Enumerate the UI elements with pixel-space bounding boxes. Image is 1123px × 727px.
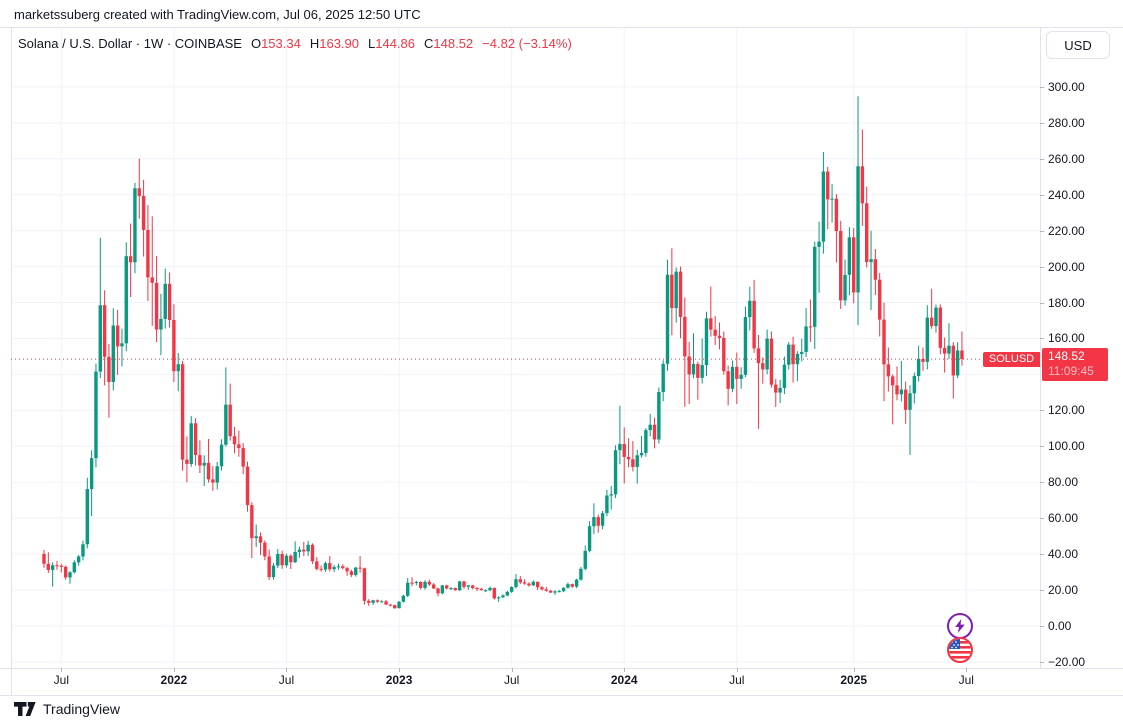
price-axis-label: 280.00	[1048, 115, 1085, 130]
lightning-event-icon[interactable]	[947, 613, 973, 639]
time-scale-border	[0, 668, 1123, 669]
time-axis-label: Jul	[53, 673, 69, 687]
attribution-text: marketssuberg created with TradingView.c…	[14, 7, 421, 22]
time-axis-label: 2022	[160, 673, 188, 687]
price-scale[interactable]: 300.00 280.00 260.00 240.00 220.00 200.00 180.…	[1040, 27, 1123, 669]
widget-bottom-border	[0, 695, 1123, 696]
price-axis-label: −20.00	[1048, 654, 1086, 669]
price-axis-tick	[1040, 518, 1044, 520]
time-axis-label: 2024	[610, 673, 638, 687]
price-axis-tick	[1040, 194, 1044, 196]
price-axis-tick	[1040, 482, 1044, 484]
price-axis-label: 240.00	[1048, 187, 1085, 202]
time-axis-tick	[853, 668, 855, 672]
price-axis-tick	[1040, 410, 1044, 412]
price-axis-tick	[1040, 266, 1044, 268]
price-axis-label: 120.00	[1048, 403, 1085, 418]
price-axis-tick	[1040, 446, 1044, 448]
time-axis-tick	[736, 668, 738, 672]
ohlc-high: H163.90	[309, 36, 359, 51]
price-axis-label: 60.00	[1048, 511, 1079, 526]
price-axis-tick	[1040, 86, 1044, 88]
tradingview-logo-icon	[14, 701, 36, 716]
price-line-symbol-tag: SOLUSD	[983, 352, 1040, 367]
time-axis-tick	[511, 668, 513, 672]
time-axis-tick	[966, 668, 968, 672]
tradingview-brand-text: TradingView	[43, 701, 121, 717]
price-axis-label: 0.00	[1048, 619, 1072, 633]
price-axis-label: 260.00	[1048, 151, 1085, 166]
price-axis-label: 300.00	[1048, 79, 1085, 94]
chart-pane[interactable]	[11, 27, 1040, 668]
time-axis-label: Jul	[729, 673, 745, 687]
last-price-axis-label: 148.52 11:09:45	[1042, 348, 1108, 381]
chart-left-border	[11, 27, 12, 695]
time-axis-label: Jul	[503, 673, 520, 687]
time-axis-tick	[173, 668, 175, 672]
last-price-value: 148.52	[1048, 349, 1085, 363]
price-axis-label: 160.00	[1048, 331, 1085, 346]
symbol-title: Solana / U.S. Dollar · 1W · COINBASE	[18, 36, 242, 51]
price-axis-tick	[1040, 302, 1044, 304]
chart-top-border	[0, 27, 1123, 28]
price-scale-border	[1040, 27, 1041, 668]
price-axis-label: 180.00	[1048, 295, 1085, 310]
bar-countdown: 11:09:45	[1048, 364, 1094, 378]
price-axis-label: 100.00	[1048, 439, 1085, 454]
us-flag-glyph	[949, 639, 971, 659]
symbol-legend: Solana / U.S. Dollar · 1W · COINBASE O15…	[18, 36, 572, 51]
price-axis-label: 40.00	[1048, 547, 1079, 562]
lightning-bolt-glyph	[955, 619, 965, 633]
us-flag-event-icon[interactable]	[947, 637, 973, 663]
price-axis-tick	[1040, 230, 1044, 232]
currency-usd-button[interactable]: USD	[1046, 31, 1110, 59]
tradingview-logo-link[interactable]: TradingView	[14, 701, 120, 717]
time-axis-tick	[399, 668, 401, 672]
price-axis-label: 220.00	[1048, 223, 1085, 238]
time-axis-tick	[61, 668, 63, 672]
change-value: −4.82 (−3.14%)	[482, 36, 572, 51]
price-axis-tick	[1040, 158, 1044, 160]
time-axis-label: 2023	[385, 673, 413, 687]
price-axis-tick	[1040, 554, 1044, 556]
time-axis-label: Jul	[278, 673, 295, 687]
ohlc-open: O153.34	[250, 36, 301, 51]
price-axis-tick	[1040, 626, 1044, 627]
price-axis-tick	[1040, 338, 1044, 340]
ohlc-low: L144.86	[368, 36, 415, 51]
price-axis-label: 20.00	[1048, 583, 1079, 598]
time-axis-tick	[286, 668, 288, 672]
time-axis-tick	[624, 668, 626, 672]
price-axis-tick	[1040, 122, 1044, 124]
time-axis-label: Jul	[958, 673, 974, 687]
price-axis-label: 200.00	[1048, 259, 1085, 274]
ohlc-close: C148.52	[424, 36, 474, 51]
time-axis-label: 2025	[840, 673, 868, 687]
price-axis-tick	[1040, 661, 1044, 663]
price-axis-label: 80.00	[1048, 475, 1079, 490]
price-axis-tick	[1040, 590, 1044, 592]
time-scale[interactable]: Jul 2022 Jul 2023 Jul 2024 Jul 2025 Jul	[0, 668, 1123, 695]
